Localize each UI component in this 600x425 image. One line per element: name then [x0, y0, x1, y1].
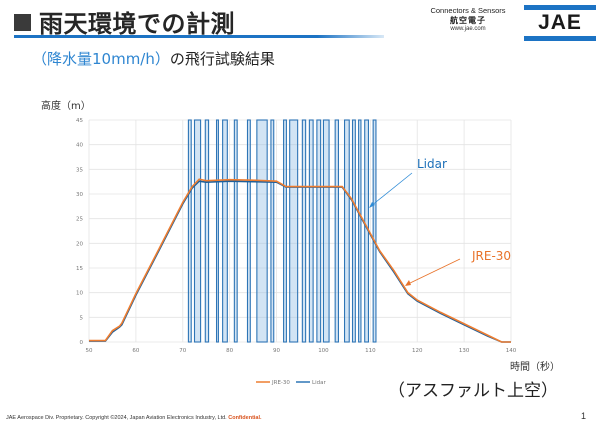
svg-text:20: 20 [76, 241, 83, 247]
jre30-annotation: JRE-30 [471, 249, 511, 263]
subtitle-text: の飛行試験結果 [169, 50, 275, 68]
brand-block: Connectors & Sensors 航空電子 www.jae.com [418, 6, 518, 32]
jre-arrowhead-icon [405, 280, 411, 286]
lidar-callout-arrow [370, 172, 413, 207]
title-underline [14, 35, 384, 38]
slide-title: 雨天環境での計測 [14, 4, 235, 39]
svg-text:JRE-30: JRE-30 [271, 380, 290, 386]
x-axis-label: 時間（秒） [510, 362, 560, 373]
svg-text:120: 120 [412, 348, 423, 354]
svg-text:40: 40 [76, 143, 83, 149]
slide-subtitle: （降水量10mm/h）の飛行試験結果 [32, 48, 275, 69]
jre30-series-line [89, 178, 511, 343]
svg-text:130: 130 [459, 348, 470, 354]
axis-ticks: 0 5 10 15 20 25 30 35 40 45 50 60 70 80 90 100 110 120 130… [76, 118, 517, 354]
logo-bar-bottom [524, 36, 596, 41]
footer-confidential: Confidential. [228, 415, 262, 421]
svg-text:90: 90 [273, 348, 280, 354]
square-bullet-icon [14, 14, 31, 31]
svg-text:0: 0 [80, 340, 84, 346]
jre-callout-arrow [407, 258, 461, 285]
svg-text:Lidar: Lidar [312, 380, 326, 386]
svg-text:45: 45 [76, 118, 83, 124]
jae-logo: JAE [524, 5, 596, 41]
logo-text: JAE [538, 11, 582, 34]
svg-text:35: 35 [76, 167, 83, 173]
svg-text:100: 100 [318, 348, 329, 354]
footer-text: JAE Aerospace Div. Proprietary. Copyrigh… [6, 415, 229, 421]
svg-text:30: 30 [76, 192, 83, 198]
surface-caption: （アスファルト上空） [388, 381, 558, 401]
svg-text:5: 5 [80, 315, 84, 321]
footer-copyright: JAE Aerospace Div. Proprietary. Copyrigh… [6, 415, 262, 421]
lidar-dropout-spikes [187, 119, 377, 343]
brand-url: www.jae.com [450, 26, 486, 32]
chart-grid [88, 119, 512, 343]
lidar-annotation: Lidar [417, 157, 447, 171]
logo-bar-top [524, 5, 596, 10]
chart-annotations: Lidar JRE-30 [369, 157, 511, 286]
page-number: 1 [580, 411, 586, 421]
svg-text:10: 10 [76, 291, 83, 297]
slide-title-text: 雨天環境での計測 [39, 10, 235, 38]
svg-text:50: 50 [86, 348, 93, 354]
svg-text:25: 25 [76, 217, 83, 223]
svg-text:70: 70 [179, 348, 186, 354]
brand-tagline: Connectors & Sensors [430, 6, 506, 15]
chart-legend: JRE-30 Lidar [256, 380, 326, 386]
svg-text:140: 140 [506, 348, 517, 354]
subtitle-condition: （降水量10mm/h） [32, 50, 170, 68]
svg-text:110: 110 [365, 348, 376, 354]
svg-text:80: 80 [226, 348, 233, 354]
svg-text:15: 15 [76, 266, 83, 272]
lidar-arrowhead-icon [369, 202, 375, 208]
brand-kanji: 航空電子 [450, 16, 486, 25]
svg-text:60: 60 [132, 348, 139, 354]
y-axis-label: 高度（m） [41, 101, 91, 112]
